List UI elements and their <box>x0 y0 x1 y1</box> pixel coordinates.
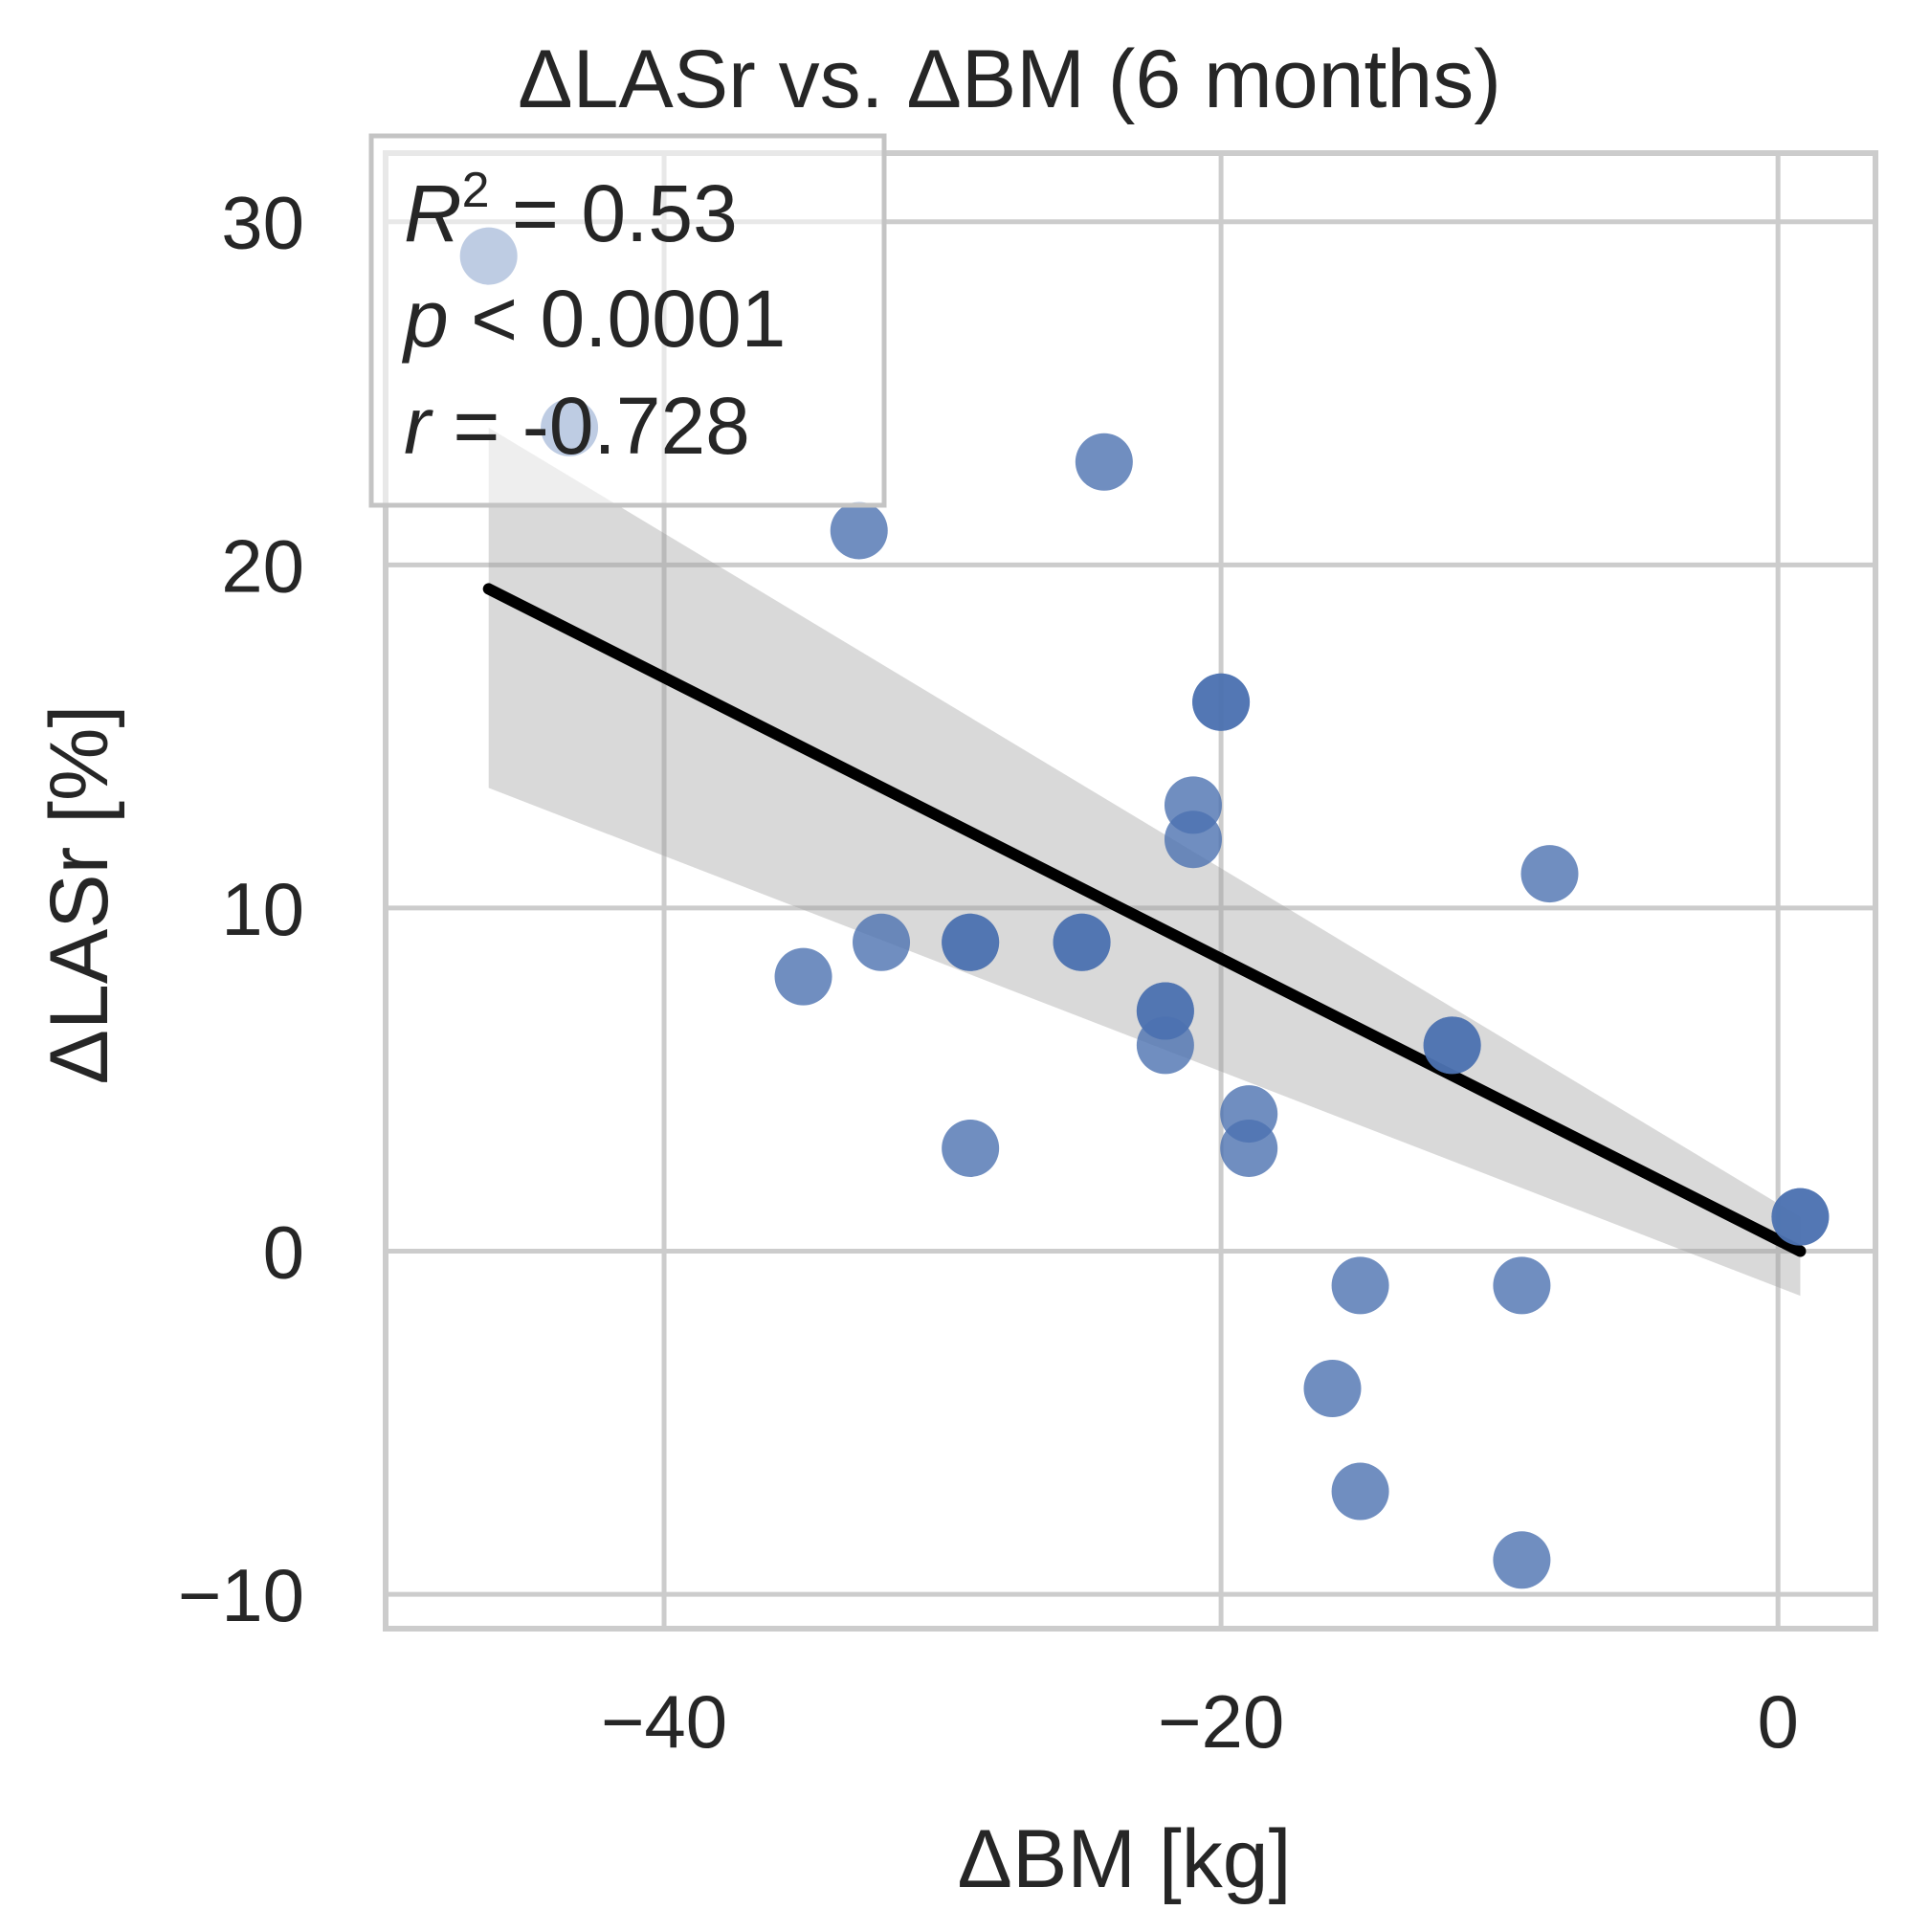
chart-title: ΔLASr vs. ΔBM (6 months) <box>518 33 1501 125</box>
data-point-19 <box>1423 1016 1481 1075</box>
plot-border <box>383 150 1878 1632</box>
data-point-14 <box>1053 913 1111 971</box>
x-tick-label-1: −20 <box>1158 1679 1284 1764</box>
y-tick-label-3: 20 <box>221 523 304 608</box>
p-value: < 0.0001 <box>449 274 787 364</box>
data-point-25 <box>1331 1256 1389 1315</box>
data-point-8 <box>1520 845 1579 903</box>
r-symbol: r <box>404 381 433 471</box>
r-squared-symbol: R <box>404 168 462 258</box>
r-squared-value: = 0.53 <box>490 168 738 258</box>
x-axis-ticks: −40 −20 0 <box>601 1679 1799 1764</box>
data-point-21 <box>1220 1119 1278 1177</box>
regression-line-layer <box>482 583 1807 1257</box>
x-axis-label: ΔBM [kg] <box>958 1813 1292 1905</box>
y-tick-label-2: 10 <box>221 867 304 951</box>
y-tick-label-1: 0 <box>263 1210 304 1295</box>
regression-line <box>482 583 1807 1257</box>
stats-annotation-box: R2 = 0.53 p < 0.0001 r = -0.728 <box>368 133 887 508</box>
confidence-band <box>488 427 1801 1297</box>
data-point-26 <box>1493 1256 1551 1315</box>
data-point-28 <box>1331 1462 1389 1521</box>
stats-box-frame <box>368 133 887 508</box>
data-point-17 <box>1136 1016 1194 1075</box>
data-point-9 <box>774 947 832 1006</box>
confidence-band-layer <box>488 427 1801 1297</box>
y-tick-label-4: 30 <box>221 181 304 265</box>
data-point-29 <box>1493 1531 1551 1589</box>
data-point-3 <box>1075 433 1133 491</box>
p-symbol: p <box>401 274 449 364</box>
r-value: = -0.728 <box>431 381 750 471</box>
r-squared-superscript: 2 <box>462 163 490 218</box>
data-point-7 <box>1164 811 1222 869</box>
r-squared-line: R2 = 0.53 <box>404 163 738 258</box>
y-axis-label: ΔLASr [%] <box>33 705 125 1085</box>
data-point-12 <box>942 913 1000 971</box>
y-axis-ticks: −10 0 10 20 30 <box>178 181 304 1637</box>
data-point-24 <box>1771 1188 1830 1246</box>
data-point-22 <box>942 1119 1000 1177</box>
plot-frame <box>383 150 1878 1632</box>
x-tick-label-2: 0 <box>1757 1679 1798 1764</box>
data-point-2 <box>830 501 888 560</box>
data-point-5 <box>1192 673 1251 731</box>
data-point-10 <box>853 913 911 971</box>
p-value-line: p < 0.0001 <box>401 274 786 364</box>
y-tick-label-0: −10 <box>178 1553 304 1637</box>
r-value-line: r = -0.728 <box>404 381 750 471</box>
x-tick-label-0: −40 <box>601 1679 727 1764</box>
data-point-27 <box>1303 1359 1362 1417</box>
